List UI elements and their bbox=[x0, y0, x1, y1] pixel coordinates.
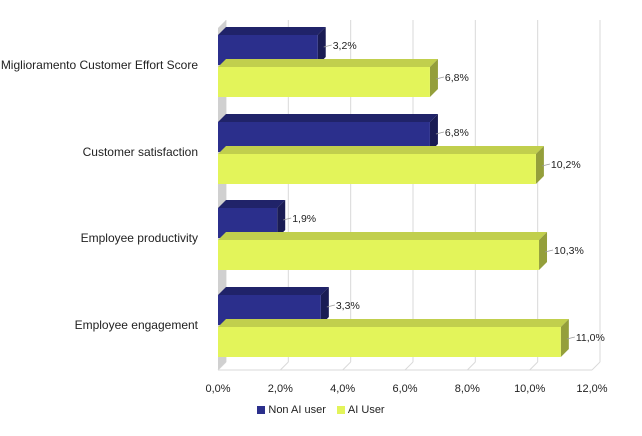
bar-side-face bbox=[560, 319, 569, 357]
data-label: 6,8% bbox=[445, 72, 469, 84]
labels: 3,2% 6,8% Miglioramento Customer Effort Sc… bbox=[1, 40, 605, 344]
data-label: 10,2% bbox=[551, 159, 581, 171]
legend-swatch-non-ai bbox=[257, 406, 266, 414]
bar-front-face bbox=[218, 154, 536, 184]
axis: 0,0% 2,0% 4,0% 6,0% 8,0% 10,0% 12,0% bbox=[205, 369, 608, 395]
data-label: 3,2% bbox=[333, 40, 357, 52]
grid-line-base bbox=[591, 361, 601, 371]
bar-top-face bbox=[218, 114, 438, 122]
legend-item-non-ai: Non AI user bbox=[257, 404, 326, 416]
bar-front-face bbox=[218, 327, 561, 357]
bar-ai bbox=[218, 59, 438, 97]
data-label-leader bbox=[323, 44, 332, 48]
data-label-leader bbox=[283, 217, 292, 221]
bar-side-face bbox=[277, 200, 286, 238]
bar-top-face bbox=[218, 319, 569, 327]
x-tick-label: 6,0% bbox=[392, 383, 417, 395]
bar-top-face bbox=[218, 59, 438, 67]
bar-side-face bbox=[429, 114, 438, 152]
bar-top-face bbox=[218, 27, 326, 35]
bar-side-face bbox=[320, 287, 329, 325]
bar-top-face bbox=[218, 287, 329, 295]
data-label-leader bbox=[435, 76, 445, 80]
data-label: 11,0% bbox=[576, 332, 605, 344]
bar-front-face bbox=[218, 67, 430, 97]
bar-side-face bbox=[429, 59, 438, 97]
data-label: 3,3% bbox=[336, 300, 360, 312]
bar-top-face bbox=[218, 146, 544, 154]
left-wall bbox=[218, 20, 226, 370]
x-tick-label: 8,0% bbox=[455, 383, 480, 395]
data-label: 10,3% bbox=[554, 245, 584, 257]
data-label: 1,9% bbox=[292, 213, 316, 225]
bar-top-face bbox=[218, 200, 286, 208]
grid-line-base bbox=[404, 361, 414, 371]
x-tick-label: 4,0% bbox=[330, 383, 355, 395]
data-label-leader bbox=[435, 131, 445, 135]
category-label: Employee productivity bbox=[81, 231, 198, 245]
grid-line-base bbox=[466, 361, 476, 371]
grid-line-base bbox=[529, 361, 539, 371]
bar-ai bbox=[218, 146, 544, 184]
grid-line-base bbox=[279, 361, 289, 371]
x-tick-label: 2,0% bbox=[268, 383, 293, 395]
legend-item-ai: AI User bbox=[336, 404, 385, 416]
x-tick-label: 10,0% bbox=[514, 383, 545, 395]
bar-front-face bbox=[218, 240, 540, 270]
category-label: Miglioramento Customer Effort Score bbox=[1, 58, 199, 72]
data-label-leader bbox=[541, 163, 550, 167]
category-label: Employee engagement bbox=[75, 318, 199, 332]
grid-line-base bbox=[342, 361, 352, 371]
data-label-leader bbox=[326, 304, 335, 308]
legend-label-non-ai: Non AI user bbox=[268, 404, 326, 416]
bar-side-face bbox=[317, 27, 326, 65]
legend-label-ai: AI User bbox=[347, 404, 385, 416]
category-label: Customer satisfaction bbox=[83, 145, 198, 159]
bar-ai bbox=[218, 232, 548, 270]
data-label: 6,8% bbox=[445, 127, 469, 139]
legend-swatch-ai bbox=[336, 406, 345, 414]
bar-side-face bbox=[539, 232, 548, 270]
data-label-leader bbox=[544, 249, 554, 253]
x-tick-label: 0,0% bbox=[205, 383, 230, 395]
bar-side-face bbox=[535, 146, 544, 184]
bar-ai bbox=[218, 319, 569, 357]
bars bbox=[218, 27, 569, 357]
legend: Non AI user AI User bbox=[0, 404, 642, 417]
data-label-leader bbox=[566, 336, 575, 340]
x-tick-label: 12,0% bbox=[576, 383, 607, 395]
bar-top-face bbox=[218, 232, 548, 240]
